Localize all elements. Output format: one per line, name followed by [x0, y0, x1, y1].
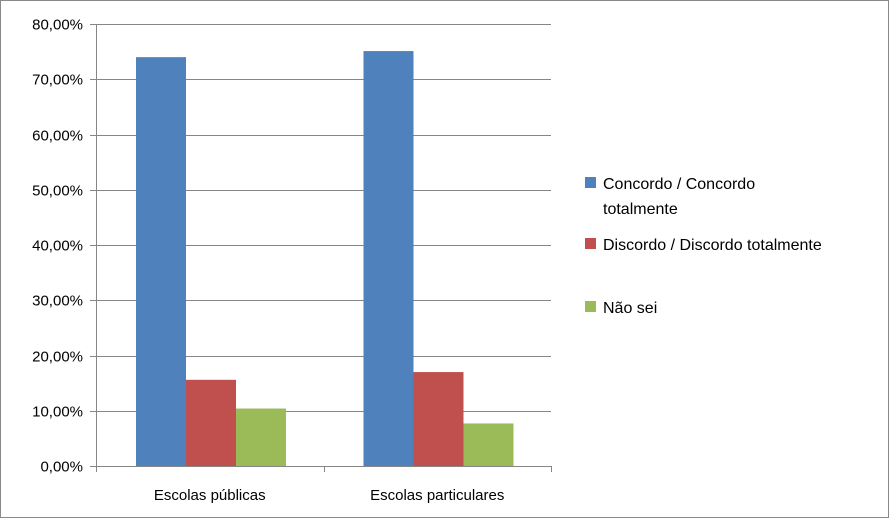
legend-swatch-3 [585, 301, 596, 312]
legend-swatch-1 [585, 177, 596, 188]
bar-1-1 [136, 57, 186, 467]
bars [136, 51, 514, 467]
bar-1-2 [363, 51, 414, 466]
axes: 0,00% 10,00% 20,00% 30,00% 40,00% 50,00% 60,00… [32, 17, 552, 504]
legend: Concordo / Concordo totalmente Discordo / … [585, 176, 822, 317]
y-tick-label: 50,00% [32, 183, 83, 200]
x-category-label: Escolas particulares [370, 487, 504, 504]
legend-swatch-2 [585, 238, 596, 249]
legend-label-3: Não sei [603, 300, 657, 317]
y-tick-label: 20,00% [32, 349, 83, 366]
y-tick-label: 0,00% [40, 459, 83, 476]
y-tick-label: 40,00% [32, 238, 83, 255]
legend-label-2: Discordo / Discordo totalmente [603, 237, 822, 254]
bar-3-1 [236, 408, 286, 466]
y-tick-label: 80,00% [32, 17, 83, 34]
bar-2-1 [186, 379, 236, 466]
y-tick-label: 10,00% [32, 404, 83, 421]
legend-label-1: totalmente [603, 201, 678, 218]
bar-2-2 [413, 372, 464, 466]
y-tick-label: 60,00% [32, 128, 83, 145]
y-tick-label: 30,00% [32, 293, 83, 310]
legend-label-1: Concordo / Concordo [603, 176, 755, 193]
x-category-label: Escolas públicas [154, 487, 266, 504]
y-tick-label: 70,00% [32, 72, 83, 89]
bar-3-2 [463, 423, 514, 466]
